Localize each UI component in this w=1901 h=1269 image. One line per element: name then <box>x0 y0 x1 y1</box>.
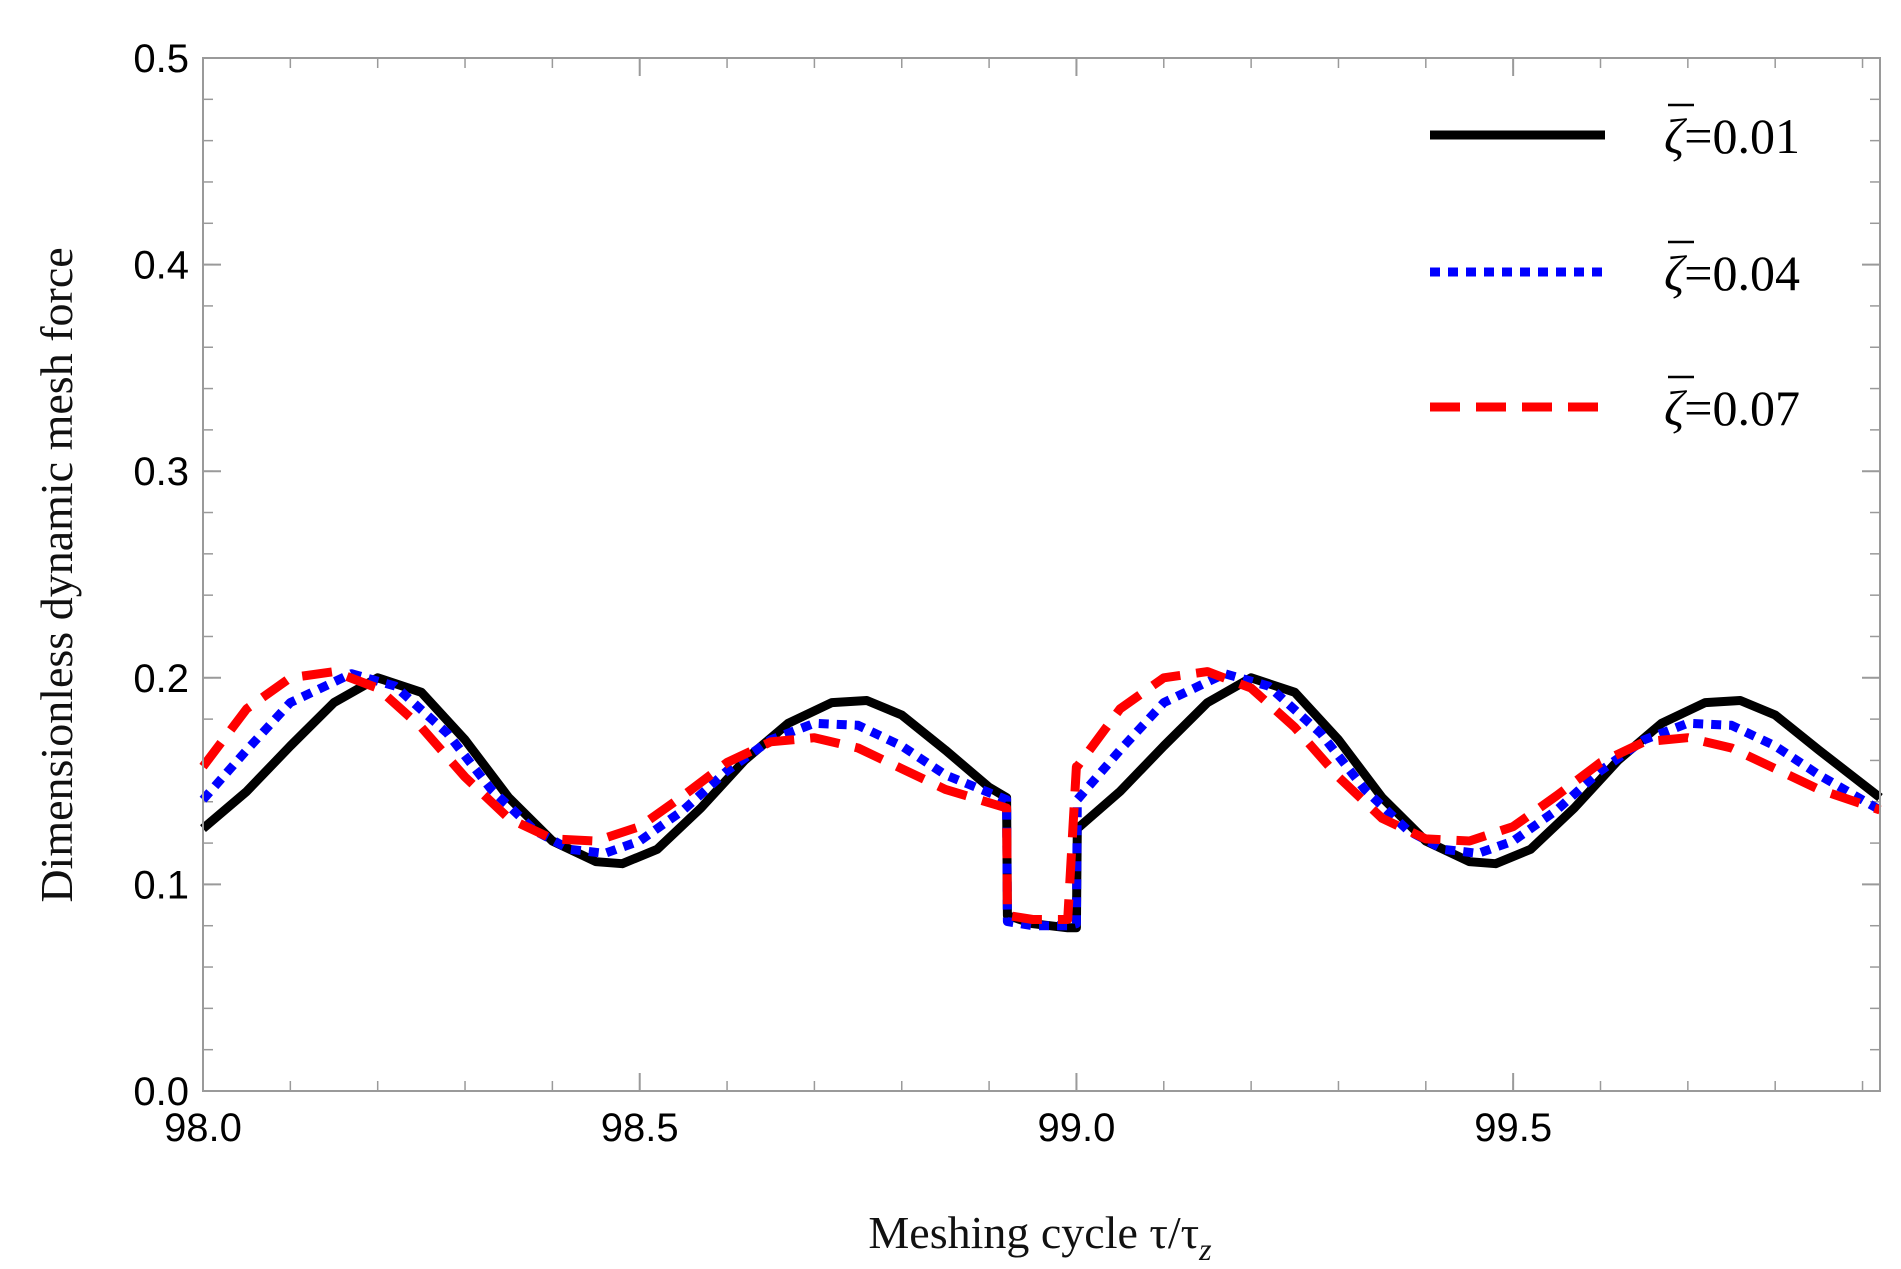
y-tick-label: 0.3 <box>133 450 189 494</box>
x-tick-label: 98.0 <box>164 1106 242 1150</box>
tick-layer: 0.0 0.1 0.2 0.3 0.4 0.5 98.0 98.5 99.0 99.5 <box>133 37 1880 1150</box>
series-layer <box>199 667 1883 933</box>
x-tick-label: 98.5 <box>601 1106 679 1150</box>
legend: ζ=0.01 ζ=0.04 ζ=0.07 <box>1430 103 1800 436</box>
y-axis-title: Dimensionless dynamic mesh force <box>31 247 82 902</box>
plot-frame <box>202 57 1881 1092</box>
x-tick-label: 99.5 <box>1474 1106 1552 1150</box>
legend-label-2: ζ=0.04 <box>1664 245 1800 301</box>
x-axis-title: Meshing cycle τ/τz <box>868 1207 1212 1267</box>
y-tick-label: 0.1 <box>133 863 189 907</box>
x-tick-label: 99.0 <box>1038 1106 1116 1150</box>
series-line-3 <box>199 667 1882 924</box>
minor-tick-layer <box>203 58 1880 1091</box>
legend-label-1: ζ=0.01 <box>1664 108 1800 164</box>
y-tick-label: 0.5 <box>133 37 189 81</box>
series-line-2 <box>199 669 1883 931</box>
y-tick-label: 0.0 <box>133 1070 189 1114</box>
y-tick-label: 0.4 <box>133 244 189 288</box>
legend-label-3: ζ=0.07 <box>1664 380 1800 436</box>
y-tick-label: 0.2 <box>133 657 189 701</box>
series-line-1 <box>200 673 1883 933</box>
